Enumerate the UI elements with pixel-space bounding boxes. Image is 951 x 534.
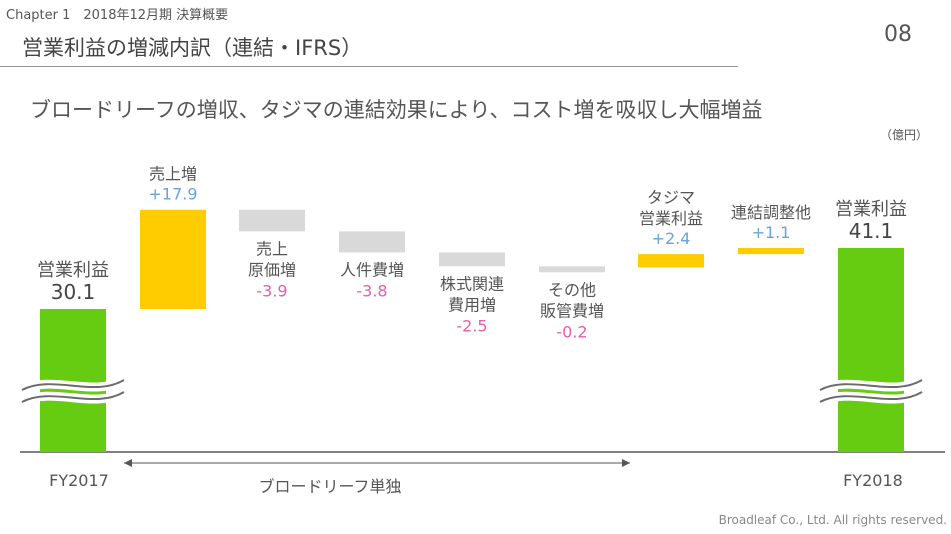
page-title: 営業利益の増減内訳（連結・IFRS） [22, 36, 363, 60]
bar-value-8: 41.1 [849, 219, 894, 243]
chapter-heading: Chapter 1 2018年12月期 決算概要 [6, 8, 229, 23]
bar-value-3: -3.8 [356, 281, 387, 300]
bar-label-3-0: 人件費増 [340, 260, 404, 279]
bar-label-5-0: その他 [548, 280, 596, 299]
bar-label-2-0: 売上 [256, 239, 288, 258]
bar-value-1: +17.9 [148, 185, 197, 204]
bar-label-5-1: 販管費増 [540, 301, 604, 320]
bar-label-7-0: 連結調整他 [731, 203, 811, 222]
bar-3 [339, 231, 405, 253]
axis-label-8: FY2018 [843, 471, 903, 490]
bar-label-2-1: 原価増 [248, 260, 296, 279]
bar-label-4-0: 株式関連 [440, 274, 504, 293]
bar-label-1-0: 売上増 [149, 165, 197, 184]
axis-break-line-0 [21, 379, 125, 391]
bar-label-6-0: タジマ [647, 188, 695, 207]
bar-value-0: 30.1 [51, 280, 96, 304]
bar-label-0-0: 営業利益 [37, 260, 109, 281]
axis-break-line-0 [21, 391, 125, 403]
bar-7 [738, 248, 804, 255]
page-number: 08 [884, 22, 912, 47]
axis-break-line-8 [819, 379, 923, 391]
bars-layer [19, 209, 925, 452]
copyright-footer: Broadleaf Co., Ltd. All rights reserved. [718, 513, 947, 527]
bar-value-4: -2.5 [456, 316, 487, 335]
bar-value-6: +2.4 [652, 229, 691, 248]
bar-5 [539, 266, 605, 273]
bar-1 [140, 209, 206, 309]
title-divider [0, 66, 738, 67]
bar-2 [239, 209, 305, 232]
bar-value-5: -0.2 [556, 322, 587, 341]
axis-label-0: FY2017 [49, 471, 109, 490]
bar-label-4-1: 費用増 [448, 295, 496, 314]
slide-subtitle: ブロードリーフの増収、タジマの連結効果により、コスト増を吸収し大幅増益 [30, 98, 763, 122]
bar-label-8-0: 営業利益 [835, 199, 907, 220]
range-label: ブロードリーフ単独 [258, 477, 401, 496]
bar-value-7: +1.1 [752, 223, 791, 242]
bar-label-6-1: 営業利益 [639, 209, 703, 228]
unit-label: （億円） [880, 128, 929, 142]
bar-6 [638, 254, 704, 268]
axis-break-line-8 [819, 391, 923, 403]
range-arrow [124, 459, 630, 467]
bar-8 [838, 248, 904, 452]
bar-value-2: -3.9 [256, 281, 287, 300]
bar-4 [439, 252, 505, 267]
